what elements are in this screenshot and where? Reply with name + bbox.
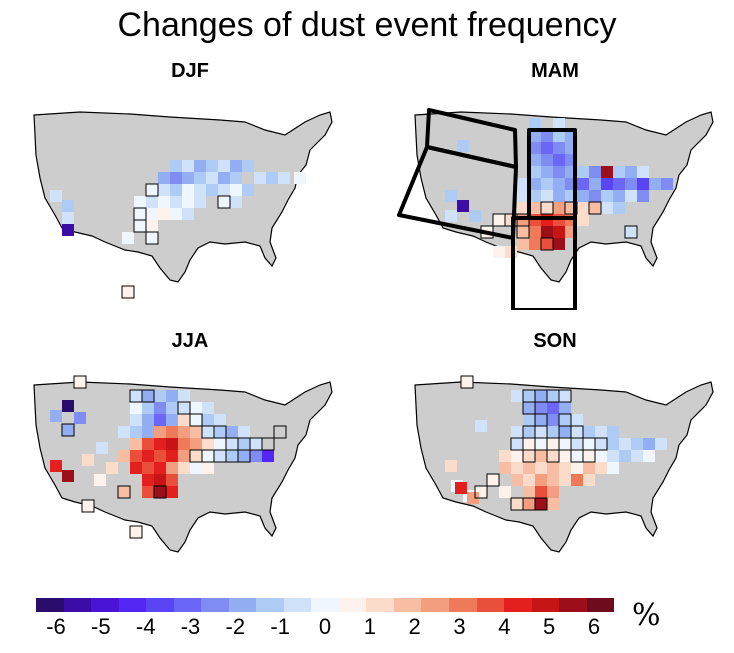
colorbar-swatch [531, 598, 560, 612]
colorbar-ticks: -6 -5 -4 -3 -2 -1 0 1 2 3 4 5 6 [36, 614, 614, 644]
grid-cells-jja [50, 376, 274, 538]
map-mam [397, 108, 714, 310]
colorbar-swatch [63, 598, 92, 612]
colorbar-swatch [586, 598, 615, 612]
colorbar-swatch [91, 598, 119, 612]
colorbar-swatch [366, 598, 394, 612]
panel-label-djf: DJF [171, 60, 209, 82]
panel-mam: MAM [385, 60, 725, 310]
colorbar-swatch [201, 598, 229, 612]
colorbar-swatch [559, 598, 587, 612]
colorbar-swatch [283, 598, 312, 612]
colorbar-tick-label: 0 [318, 614, 332, 639]
panel-label-mam: MAM [531, 60, 579, 82]
colorbar-swatch [393, 598, 422, 612]
grid-cells-djf [50, 160, 306, 298]
significance-boxes-djf [121, 183, 231, 299]
map-djf [33, 111, 333, 299]
colorbar-swatch [36, 598, 64, 612]
colorbar-unit: % [632, 598, 661, 633]
region-south-plains [511, 216, 577, 310]
colorbar-swatch [338, 598, 367, 612]
significance-boxes-son [460, 375, 608, 511]
colorbar-swatch [476, 598, 505, 612]
colorbar-swatch [311, 598, 339, 612]
colorbar-tick-label: -6 [46, 614, 66, 639]
grid-cells-son [445, 376, 667, 510]
colorbar-swatch [118, 598, 147, 612]
panel-djf: DJF [20, 60, 360, 310]
colorbar-tick-label: -2 [225, 614, 246, 639]
panel-label-son: SON [533, 330, 577, 352]
colorbar-tick-label: 6 [587, 614, 601, 639]
colorbar-tick-label: -1 [270, 614, 290, 639]
region-boxes-mam [397, 108, 577, 310]
colorbar-swatch [448, 598, 477, 612]
map-jja [33, 375, 333, 553]
colorbar-tick-label: 2 [408, 614, 421, 639]
region-southwest [397, 145, 518, 240]
panel-son: SON [385, 330, 725, 580]
colorbar-tick-label: -4 [135, 614, 156, 639]
colorbar-tick-label: 3 [453, 614, 466, 639]
colorbar-swatch [146, 598, 174, 612]
colorbar-tick-label: -3 [180, 614, 201, 639]
colorbar-swatch [256, 598, 284, 612]
colorbar-tick-label: 1 [363, 614, 376, 639]
colorbar-swatch [421, 598, 449, 612]
panel-jja: JJA [20, 330, 360, 580]
colorbar-tick-label: -5 [91, 614, 111, 639]
figure-title: Changes of dust event frequency [117, 6, 617, 44]
colorbar [36, 598, 615, 612]
significance-boxes-jja [61, 375, 287, 539]
colorbar-swatch [504, 598, 532, 612]
colorbar-tick-label: 5 [543, 614, 556, 639]
colorbar-swatch [228, 598, 257, 612]
colorbar-tick-label: 4 [498, 614, 511, 639]
colorbar-swatch [173, 598, 202, 612]
panel-label-jja: JJA [171, 330, 209, 352]
map-son [414, 375, 714, 553]
